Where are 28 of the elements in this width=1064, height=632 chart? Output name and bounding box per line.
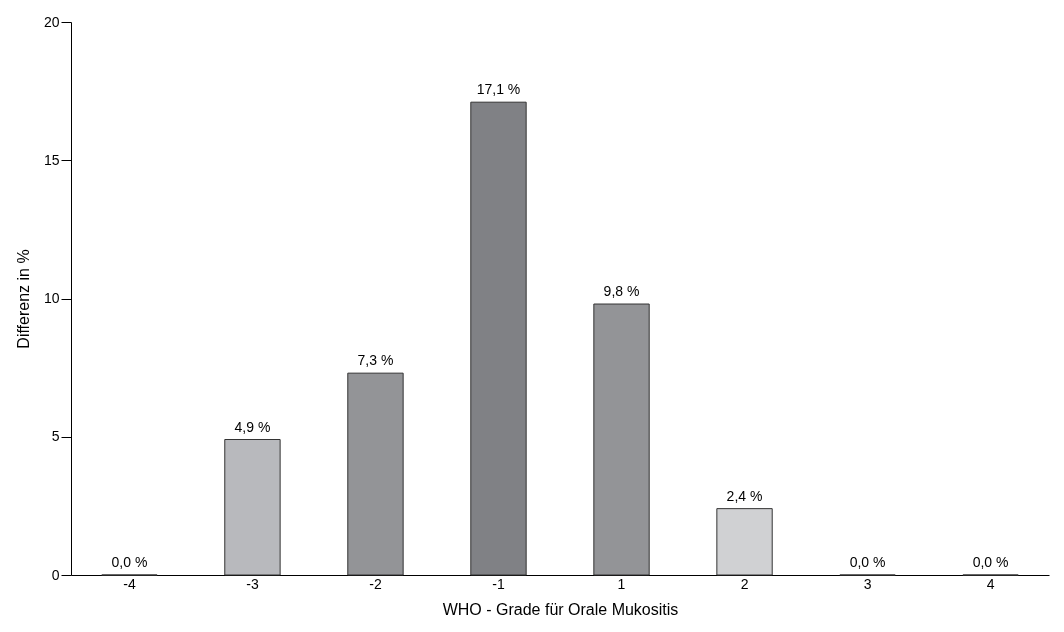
y-axis-title: Differenz in % xyxy=(14,249,32,349)
x-axis-title: WHO - Grade für Orale Mukositis xyxy=(442,600,679,618)
bar xyxy=(716,508,773,576)
data-label: 0,0 % xyxy=(849,554,886,570)
y-tick-label: 10 xyxy=(43,290,60,306)
x-tick-label: 1 xyxy=(617,575,626,592)
bar xyxy=(470,101,527,576)
x-tick-label: -2 xyxy=(369,575,382,592)
x-tick-label: -1 xyxy=(492,575,505,592)
data-label: 7,3 % xyxy=(357,352,394,369)
bar xyxy=(224,439,281,576)
bar xyxy=(347,372,404,576)
data-label: 9,8 % xyxy=(603,283,640,300)
y-tick-label: 15 xyxy=(43,151,60,168)
y-tick-label: 5 xyxy=(51,428,60,445)
data-label: 4,9 % xyxy=(234,418,271,435)
data-label: 0,0 % xyxy=(972,554,1009,570)
x-tick-label: -3 xyxy=(246,575,259,592)
x-tick-label: -4 xyxy=(123,575,136,592)
data-label: 17,1 % xyxy=(476,81,521,98)
x-tick-label: 2 xyxy=(740,575,749,592)
y-tick-label: 20 xyxy=(43,13,60,30)
x-tick-label: 4 xyxy=(986,575,995,592)
x-tick-label: 3 xyxy=(863,575,872,592)
data-label: 2,4 % xyxy=(726,487,763,504)
data-label: 0,0 % xyxy=(111,554,148,570)
y-tick-label: 0 xyxy=(51,566,60,583)
bar xyxy=(593,303,650,576)
